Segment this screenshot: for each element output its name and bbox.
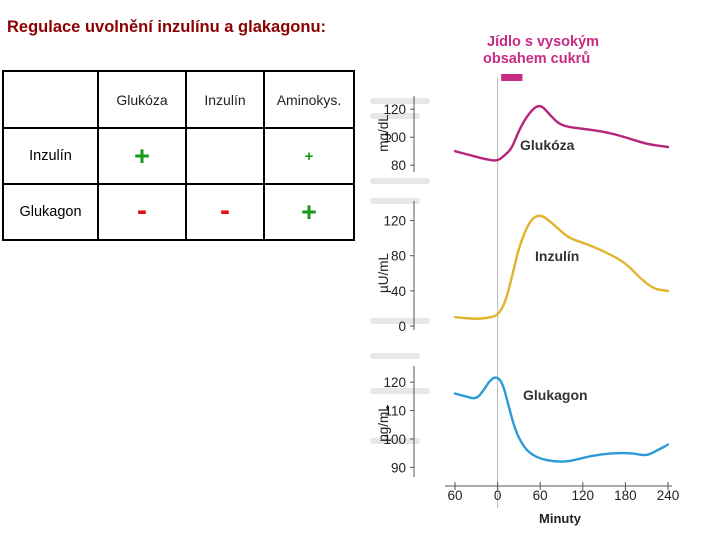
hormone-response-chart: Jídlo s vysokým obsahem cukrů 80 100 120 mg…: [360, 18, 710, 530]
panel-glukagon: 90 100 110 120 pg/mL Glukagon: [376, 366, 670, 477]
meal-annotation-line2: obsahem cukrů: [483, 51, 590, 67]
header-inzulin: Inzulín: [185, 70, 265, 129]
faded-background-texture: [370, 98, 430, 444]
series-label: Glukóza: [520, 137, 575, 153]
bg-line: [370, 198, 420, 204]
bg-line: [370, 98, 430, 104]
x-tick-label: 180: [614, 488, 637, 503]
panel-inzulín: 0 40 80 120 µU/mL Inzulín: [376, 201, 670, 334]
series-label: Inzulín: [535, 248, 579, 264]
cell-inzulin-inzulin: [185, 127, 265, 185]
table-row-inzulin: Inzulín + +: [2, 127, 355, 185]
x-tick-label: 240: [657, 488, 680, 503]
bg-line: [370, 353, 420, 359]
y-tick-label: 120: [383, 102, 406, 117]
y-tick-label: 100: [383, 130, 406, 145]
plus-mark: +: [304, 147, 314, 165]
table-header-row: Glukóza Inzulín Aminokys.: [2, 70, 355, 129]
bg-line: [370, 318, 430, 324]
cell-glukagon-glukoza: -: [97, 183, 187, 241]
regulation-table: Glukóza Inzulín Aminokys. Inzulín + + Gl…: [2, 70, 355, 241]
cell-inzulin-aminokyseliny: +: [263, 127, 355, 185]
row-label-glukagon: Glukagon: [2, 183, 99, 241]
x-axis: 60 0 60 120 180 240 Minuty: [445, 482, 679, 526]
meal-interval-bar: [501, 74, 523, 81]
row-label-inzulin: Inzulín: [2, 127, 99, 185]
bg-line: [370, 113, 420, 119]
x-axis-label: Minuty: [539, 511, 582, 526]
cell-glukagon-inzulin: -: [185, 183, 265, 241]
x-tick-label: 60: [533, 488, 548, 503]
y-tick-label: 40: [391, 284, 406, 299]
series-line-glukagon: [453, 376, 670, 463]
series-line-glukóza: [453, 104, 670, 162]
x-tick-label: 120: [572, 488, 595, 503]
x-tick-label: 0: [494, 488, 502, 503]
unit-label: pg/mL: [376, 404, 391, 442]
y-tick-label: 110: [384, 404, 406, 419]
bg-line: [370, 178, 430, 184]
cell-inzulin-glukoza: +: [97, 127, 187, 185]
series-line-inzulín: [453, 214, 670, 320]
unit-label: µU/mL: [376, 252, 391, 293]
meal-annotation-line1: Jídlo s vysokým: [487, 34, 599, 50]
y-tick-label: 0: [398, 319, 406, 334]
slide-title: Regulace uvolnění inzulínu a glakagonu:: [7, 18, 327, 36]
header-empty-cell: [2, 70, 99, 129]
header-glukoza: Glukóza: [97, 70, 187, 129]
unit-label: mg/dL: [376, 114, 391, 152]
bg-line: [370, 388, 430, 394]
y-tick-label: 120: [383, 375, 406, 390]
x-tick-label: 60: [447, 488, 462, 503]
y-tick-label: 120: [383, 214, 406, 229]
cell-glukagon-aminokyseliny: +: [263, 183, 355, 241]
plus-mark: +: [301, 196, 317, 227]
y-tick-label: 90: [391, 460, 406, 475]
minus-mark: -: [137, 194, 147, 227]
header-aminokyseliny: Aminokys.: [263, 70, 355, 129]
y-tick-label: 80: [391, 249, 406, 264]
y-tick-label: 80: [391, 158, 406, 173]
y-tick-label: 100: [383, 432, 406, 447]
plus-mark: +: [134, 140, 150, 171]
table-row-glukagon: Glukagon - - +: [2, 183, 355, 241]
chart-svg: Jídlo s vysokým obsahem cukrů 80100120mg…: [370, 34, 679, 526]
series-label: Glukagon: [523, 387, 588, 403]
minus-mark: -: [220, 194, 230, 227]
bg-line: [370, 438, 420, 444]
